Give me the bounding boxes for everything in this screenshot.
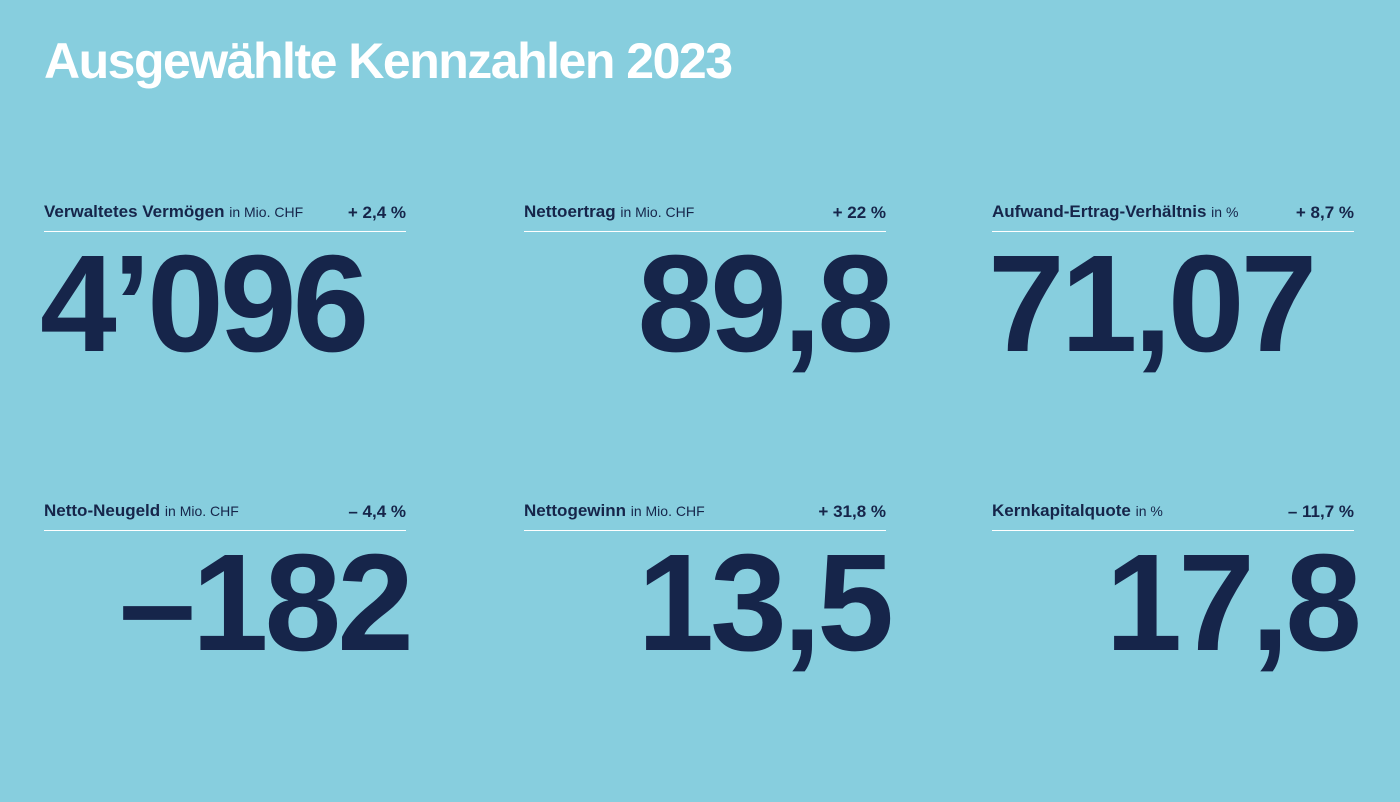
kpi-card-netto-neugeld: Netto-Neugeld in Mio. CHF – 4,4 % –182 <box>44 480 414 673</box>
kpi-unit: in Mio. CHF <box>229 204 304 220</box>
kpi-label: Verwaltetes Vermögen <box>44 202 225 221</box>
kpi-label: Aufwand-Ertrag-Verhältnis <box>992 202 1207 221</box>
kpi-label-wrapper: Verwaltetes Vermögen in Mio. CHF <box>44 202 329 222</box>
kpi-card-kernkapitalquote: Kernkapitalquote in % – 11,7 % 17,8 <box>992 480 1362 673</box>
kpi-value: 13,5 <box>637 526 894 680</box>
kpi-card-nettoertrag: Nettoertrag in Mio. CHF + 22 % 89,8 <box>524 181 894 374</box>
kpi-header: Netto-Neugeld in Mio. CHF – 4,4 % <box>44 480 406 531</box>
kpi-value: 71,07 <box>988 227 1317 381</box>
kpi-label-wrapper: Nettoertrag in Mio. CHF <box>524 202 809 222</box>
kpi-change: – 4,4 % <box>348 502 406 521</box>
kpi-change: + 2,4 % <box>347 203 406 222</box>
kpi-label-wrapper: Nettogewinn in Mio. CHF <box>524 501 809 521</box>
kpi-header: Nettogewinn in Mio. CHF + 31,8 % <box>524 480 886 531</box>
kpi-label-wrapper: Kernkapitalquote in % <box>992 501 1277 521</box>
kpi-header: Verwaltetes Vermögen in Mio. CHF + 2,4 % <box>44 181 406 232</box>
kpi-unit: in Mio. CHF <box>620 204 695 220</box>
kpi-label: Kernkapitalquote <box>992 501 1131 520</box>
kpi-unit: in Mio. CHF <box>630 503 705 519</box>
kpi-header: Nettoertrag in Mio. CHF + 22 % <box>524 181 886 232</box>
kpi-card-verwaltetes-vermoegen: Verwaltetes Vermögen in Mio. CHF + 2,4 %… <box>40 181 406 374</box>
kpi-header: Kernkapitalquote in % – 11,7 % <box>992 480 1354 531</box>
kpi-card-nettogewinn: Nettogewinn in Mio. CHF + 31,8 % 13,5 <box>524 480 894 673</box>
kpi-card-aufwand-ertrag-verhaeltnis: Aufwand-Ertrag-Verhältnis in % + 8,7 % 7… <box>988 181 1354 374</box>
kpi-unit: in % <box>1211 204 1239 220</box>
kpi-label: Nettogewinn <box>524 501 626 520</box>
kpi-change: + 8,7 % <box>1295 203 1354 222</box>
kpi-unit: in % <box>1135 503 1163 519</box>
kpi-change: + 22 % <box>832 203 886 222</box>
kpi-label-wrapper: Netto-Neugeld in Mio. CHF <box>44 501 329 521</box>
kpi-change: – 11,7 % <box>1287 502 1354 521</box>
kpi-label: Netto-Neugeld <box>44 501 161 520</box>
kpi-label: Nettoertrag <box>524 202 616 221</box>
kpi-value: 89,8 <box>637 227 894 381</box>
kpi-change: + 31,8 % <box>818 502 886 521</box>
kpi-header: Aufwand-Ertrag-Verhältnis in % + 8,7 % <box>992 181 1354 232</box>
kpi-value: –182 <box>119 526 414 680</box>
kpi-unit: in Mio. CHF <box>164 503 239 519</box>
kpi-value: 17,8 <box>1105 526 1362 680</box>
page-title: Ausgewählte Kennzahlen 2023 <box>44 33 733 89</box>
kpi-value: 4’096 <box>40 227 369 381</box>
kpi-label-wrapper: Aufwand-Ertrag-Verhältnis in % <box>992 202 1277 222</box>
